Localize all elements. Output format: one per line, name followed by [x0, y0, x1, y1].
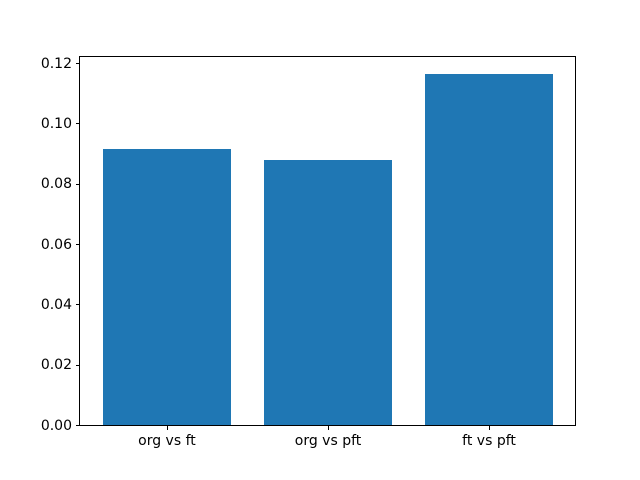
- y-tick-label-0.12: 0.12: [40, 55, 72, 72]
- x-tick-mark-org-vs-ft: [166, 426, 168, 430]
- y-tick-mark-0.10: [76, 123, 80, 125]
- x-tick-label-org-vs-ft: org vs ft: [138, 433, 196, 449]
- y-tick-label-0.06: 0.06: [40, 236, 72, 253]
- y-tick-label-0.02: 0.02: [40, 357, 72, 374]
- y-tick-label-0.00: 0.00: [40, 417, 72, 434]
- y-tick-mark-0.00: [76, 425, 80, 426]
- y-tick-label-0.10: 0.10: [40, 115, 72, 132]
- y-tick-mark-0.12: [76, 63, 80, 65]
- x-tick-label-org-vs-pft: org vs pft: [294, 433, 362, 449]
- y-tick-mark-0.02: [76, 364, 80, 366]
- y-tick-mark-0.08: [76, 183, 80, 185]
- bar-ft-vs-pft: [424, 73, 554, 425]
- bar-org-vs-pft: [263, 160, 393, 425]
- y-tick-mark-0.04: [76, 304, 80, 306]
- y-tick-label-0.08: 0.08: [40, 176, 72, 193]
- x-tick-mark-org-vs-pft: [328, 426, 329, 430]
- y-tick-mark-0.06: [76, 244, 80, 246]
- x-tick-label-ft-vs-pft: ft vs pft: [462, 433, 516, 449]
- x-tick-mark-ft-vs-pft: [489, 426, 491, 430]
- y-tick-label-0.04: 0.04: [40, 296, 72, 313]
- bar-org-vs-ft: [102, 148, 232, 425]
